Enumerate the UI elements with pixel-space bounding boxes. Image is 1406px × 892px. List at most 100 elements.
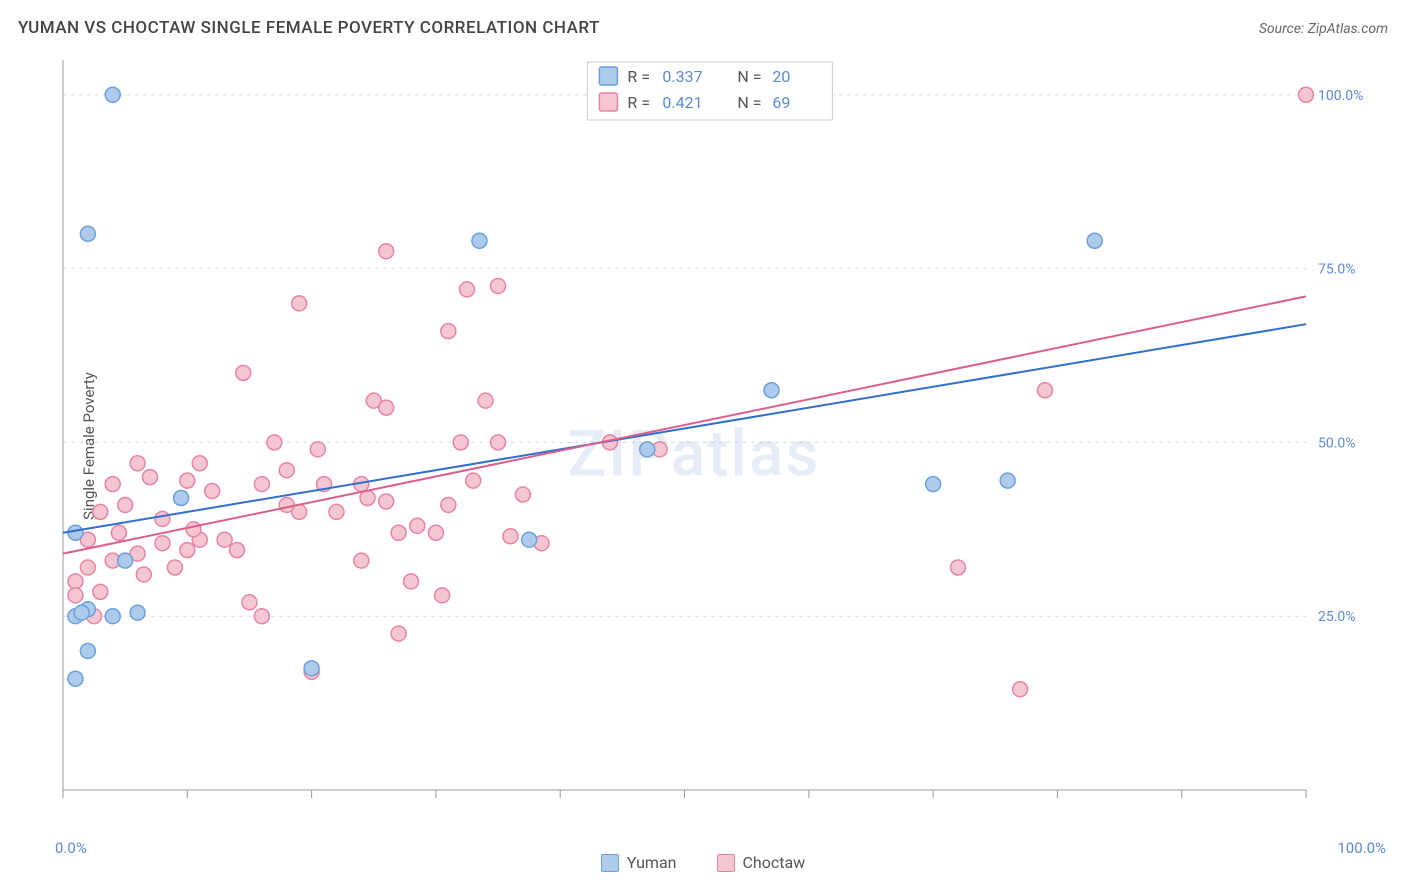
- source-label: Source:: [1259, 21, 1304, 37]
- data-point: [105, 87, 120, 102]
- data-point: [155, 511, 170, 526]
- data-point: [1299, 87, 1314, 102]
- data-point: [118, 553, 133, 568]
- data-point: [764, 383, 779, 398]
- data-point: [130, 605, 145, 620]
- data-point: [435, 588, 450, 603]
- data-point: [441, 497, 456, 512]
- data-point: [80, 226, 95, 241]
- data-point: [68, 574, 83, 589]
- y-tick-label: 25.0%: [1318, 609, 1356, 625]
- source-attribution: Source: ZipAtlas.com: [1259, 21, 1388, 37]
- data-point: [329, 504, 344, 519]
- legend-swatch-yuman: [601, 854, 619, 872]
- source-name: ZipAtlas.com: [1308, 21, 1388, 37]
- data-point: [118, 497, 133, 512]
- data-point: [391, 525, 406, 540]
- data-point: [68, 525, 83, 540]
- data-point: [459, 282, 474, 297]
- data-point: [186, 522, 201, 537]
- data-point: [205, 484, 220, 499]
- y-tick-label: 100.0%: [1318, 88, 1363, 104]
- data-point: [242, 595, 257, 610]
- data-point: [105, 609, 120, 624]
- legend-label-choctaw: Choctaw: [743, 853, 806, 872]
- data-point: [143, 470, 158, 485]
- data-point: [254, 477, 269, 492]
- data-point: [180, 543, 195, 558]
- trend-line: [63, 324, 1306, 533]
- data-point: [491, 278, 506, 293]
- data-point: [379, 244, 394, 259]
- stats-n-value: 20: [772, 67, 790, 86]
- data-point: [80, 560, 95, 575]
- data-point: [491, 435, 506, 450]
- data-point: [360, 491, 375, 506]
- bottom-legend: Yuman Choctaw: [0, 853, 1406, 872]
- data-point: [466, 473, 481, 488]
- stats-swatch: [599, 67, 617, 85]
- data-point: [93, 584, 108, 599]
- legend-item-yuman: Yuman: [601, 853, 677, 872]
- data-point: [522, 532, 537, 547]
- data-point: [236, 365, 251, 380]
- data-point: [478, 393, 493, 408]
- data-point: [640, 442, 655, 457]
- plot-area: 25.0%50.0%75.0%100.0%ZIPatlasR =0.337N =…: [55, 50, 1386, 832]
- data-point: [441, 324, 456, 339]
- data-point: [410, 518, 425, 533]
- data-point: [1013, 682, 1028, 697]
- chart-title: YUMAN VS CHOCTAW SINGLE FEMALE POVERTY C…: [18, 18, 600, 38]
- data-point: [515, 487, 530, 502]
- stats-legend: [587, 62, 832, 120]
- stats-r-label: R =: [627, 93, 650, 112]
- data-point: [111, 525, 126, 540]
- data-point: [167, 560, 182, 575]
- data-point: [68, 671, 83, 686]
- legend-label-yuman: Yuman: [627, 853, 677, 872]
- data-point: [105, 477, 120, 492]
- data-point: [174, 491, 189, 506]
- data-point: [130, 456, 145, 471]
- data-point: [1087, 233, 1102, 248]
- data-point: [279, 463, 294, 478]
- stats-r-label: R =: [627, 67, 650, 86]
- y-tick-label: 75.0%: [1318, 262, 1356, 278]
- data-point: [254, 609, 269, 624]
- stats-r-value: 0.337: [662, 67, 702, 86]
- trend-line: [63, 296, 1306, 553]
- data-point: [93, 504, 108, 519]
- data-point: [217, 532, 232, 547]
- scatter-chart: 25.0%50.0%75.0%100.0%ZIPatlasR =0.337N =…: [55, 50, 1386, 810]
- data-point: [354, 553, 369, 568]
- stats-swatch: [599, 93, 617, 111]
- data-point: [379, 494, 394, 509]
- data-point: [74, 605, 89, 620]
- stats-r-value: 0.421: [662, 93, 702, 112]
- legend-swatch-choctaw: [717, 854, 735, 872]
- data-point: [950, 560, 965, 575]
- data-point: [472, 233, 487, 248]
- data-point: [1000, 473, 1015, 488]
- stats-n-label: N =: [737, 93, 761, 112]
- data-point: [136, 567, 151, 582]
- data-point: [230, 543, 245, 558]
- data-point: [404, 574, 419, 589]
- data-point: [391, 626, 406, 641]
- legend-item-choctaw: Choctaw: [717, 853, 806, 872]
- data-point: [180, 473, 195, 488]
- data-point: [192, 456, 207, 471]
- y-tick-label: 50.0%: [1318, 435, 1356, 451]
- data-point: [926, 477, 941, 492]
- data-point: [292, 296, 307, 311]
- data-point: [428, 525, 443, 540]
- data-point: [279, 497, 294, 512]
- stats-n-label: N =: [737, 67, 761, 86]
- data-point: [453, 435, 468, 450]
- data-point: [503, 529, 518, 544]
- data-point: [379, 400, 394, 415]
- data-point: [155, 536, 170, 551]
- data-point: [80, 643, 95, 658]
- data-point: [1037, 383, 1052, 398]
- data-point: [310, 442, 325, 457]
